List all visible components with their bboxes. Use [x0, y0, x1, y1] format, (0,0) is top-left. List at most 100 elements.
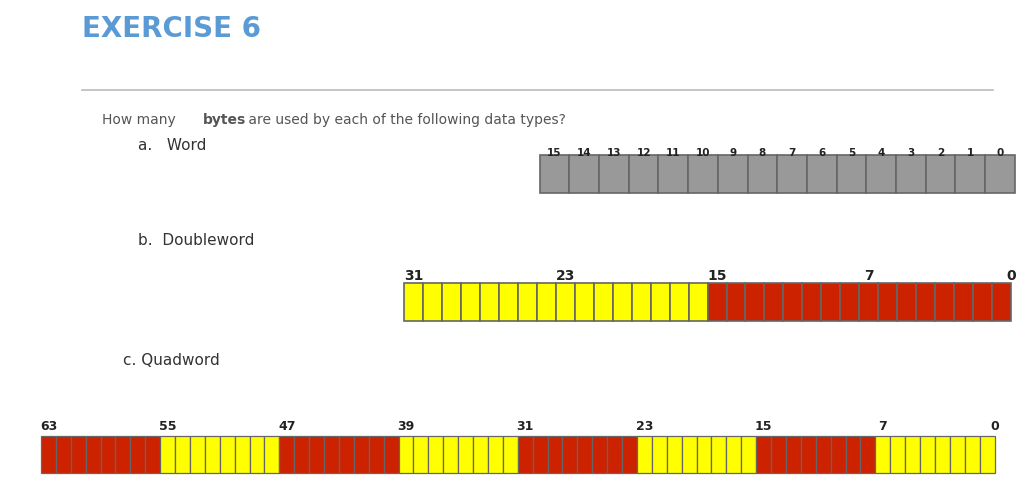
- Bar: [955, 155, 985, 193]
- Bar: [803, 283, 821, 321]
- Bar: [354, 436, 369, 473]
- Text: 7: 7: [879, 420, 887, 433]
- Bar: [890, 436, 905, 473]
- Text: 7: 7: [788, 148, 796, 158]
- Bar: [578, 436, 592, 473]
- Bar: [876, 436, 890, 473]
- Bar: [404, 283, 424, 321]
- Bar: [503, 436, 518, 473]
- Bar: [562, 436, 578, 473]
- Bar: [905, 436, 920, 473]
- Bar: [727, 283, 745, 321]
- Bar: [424, 283, 442, 321]
- Bar: [926, 155, 955, 193]
- Bar: [837, 155, 866, 193]
- Bar: [950, 436, 965, 473]
- Bar: [920, 436, 935, 473]
- Text: 4: 4: [878, 148, 885, 158]
- Text: 0: 0: [990, 420, 998, 433]
- Bar: [71, 436, 86, 473]
- Bar: [41, 436, 56, 473]
- Bar: [965, 436, 980, 473]
- Bar: [309, 436, 324, 473]
- Bar: [518, 436, 532, 473]
- Bar: [688, 155, 718, 193]
- Bar: [480, 283, 500, 321]
- Bar: [160, 436, 175, 473]
- Bar: [846, 436, 860, 473]
- Text: are used by each of the following data types?: are used by each of the following data t…: [244, 113, 565, 127]
- Bar: [250, 436, 264, 473]
- Bar: [878, 283, 897, 321]
- Bar: [897, 283, 915, 321]
- Text: 11: 11: [666, 148, 681, 158]
- Bar: [294, 436, 309, 473]
- Text: 8: 8: [759, 148, 766, 158]
- Bar: [458, 436, 473, 473]
- Bar: [712, 436, 726, 473]
- Bar: [801, 436, 816, 473]
- Text: 13: 13: [606, 148, 622, 158]
- Text: a.   Word: a. Word: [138, 138, 207, 153]
- Bar: [807, 155, 837, 193]
- Bar: [637, 436, 652, 473]
- Bar: [100, 436, 116, 473]
- Bar: [688, 283, 708, 321]
- Bar: [461, 283, 480, 321]
- Bar: [280, 436, 294, 473]
- Bar: [667, 436, 682, 473]
- Bar: [830, 436, 846, 473]
- Text: 14: 14: [577, 148, 592, 158]
- Bar: [786, 436, 801, 473]
- Bar: [599, 155, 629, 193]
- Bar: [86, 436, 100, 473]
- Text: 47: 47: [279, 420, 296, 433]
- Text: 23: 23: [636, 420, 653, 433]
- Bar: [130, 436, 145, 473]
- Bar: [980, 436, 994, 473]
- Bar: [896, 155, 926, 193]
- Text: 31: 31: [404, 269, 424, 283]
- Bar: [220, 436, 234, 473]
- Bar: [622, 436, 637, 473]
- Bar: [532, 436, 548, 473]
- Bar: [777, 155, 807, 193]
- Bar: [518, 283, 537, 321]
- Text: 15: 15: [708, 269, 727, 283]
- Bar: [985, 155, 1015, 193]
- Bar: [442, 283, 461, 321]
- Bar: [859, 283, 878, 321]
- Bar: [175, 436, 190, 473]
- Bar: [652, 436, 667, 473]
- Bar: [651, 283, 670, 321]
- Bar: [264, 436, 280, 473]
- Text: 55: 55: [159, 420, 176, 433]
- Bar: [443, 436, 458, 473]
- Bar: [916, 283, 935, 321]
- Bar: [205, 436, 220, 473]
- Bar: [145, 436, 160, 473]
- Bar: [592, 436, 607, 473]
- Bar: [190, 436, 205, 473]
- Text: 15: 15: [547, 148, 562, 158]
- Text: 9: 9: [729, 148, 736, 158]
- Bar: [708, 283, 727, 321]
- Bar: [548, 436, 562, 473]
- Bar: [324, 436, 339, 473]
- Bar: [537, 283, 556, 321]
- Bar: [500, 283, 518, 321]
- Text: 6: 6: [818, 148, 825, 158]
- Bar: [935, 283, 954, 321]
- Text: How many: How many: [102, 113, 180, 127]
- Bar: [556, 283, 575, 321]
- Bar: [487, 436, 503, 473]
- Text: EXERCISE 6: EXERCISE 6: [82, 15, 261, 43]
- Bar: [384, 436, 398, 473]
- Bar: [764, 283, 783, 321]
- Bar: [569, 155, 599, 193]
- Bar: [632, 283, 651, 321]
- Bar: [771, 436, 786, 473]
- Bar: [629, 155, 658, 193]
- Text: b.  Doubleword: b. Doubleword: [138, 233, 255, 248]
- Bar: [935, 436, 950, 473]
